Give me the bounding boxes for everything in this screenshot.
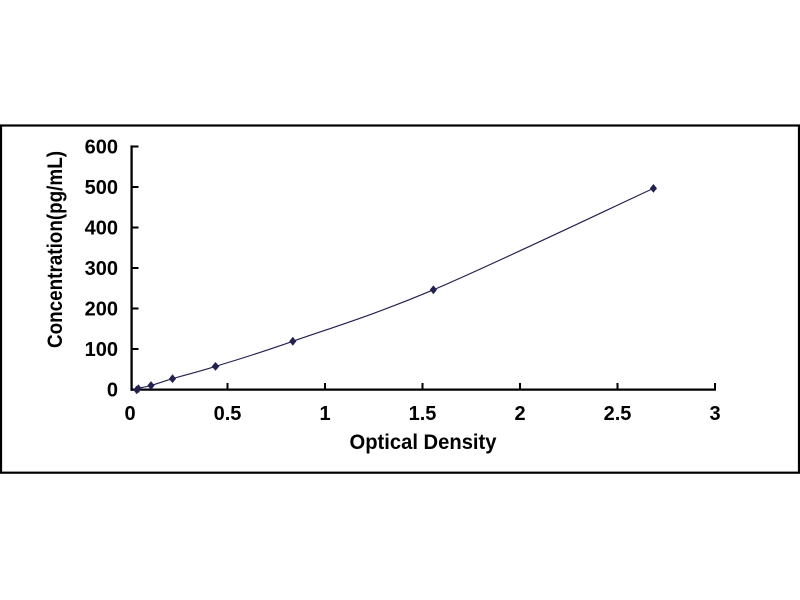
svg-text:0: 0 xyxy=(124,403,135,425)
svg-text:2: 2 xyxy=(514,403,525,425)
svg-text:3: 3 xyxy=(709,403,720,425)
svg-text:400: 400 xyxy=(85,218,118,240)
svg-text:0: 0 xyxy=(107,380,118,402)
svg-text:1: 1 xyxy=(319,403,330,425)
svg-text:1.5: 1.5 xyxy=(409,403,437,425)
svg-text:300: 300 xyxy=(85,258,118,280)
svg-text:Concentration(pg/mL): Concentration(pg/mL) xyxy=(44,151,67,348)
svg-text:2.5: 2.5 xyxy=(604,403,632,425)
svg-text:0.5: 0.5 xyxy=(214,403,242,425)
svg-text:Optical Density: Optical Density xyxy=(350,430,497,454)
svg-text:500: 500 xyxy=(85,177,118,199)
svg-text:600: 600 xyxy=(85,137,118,159)
svg-text:200: 200 xyxy=(85,299,118,321)
svg-text:100: 100 xyxy=(85,339,118,361)
